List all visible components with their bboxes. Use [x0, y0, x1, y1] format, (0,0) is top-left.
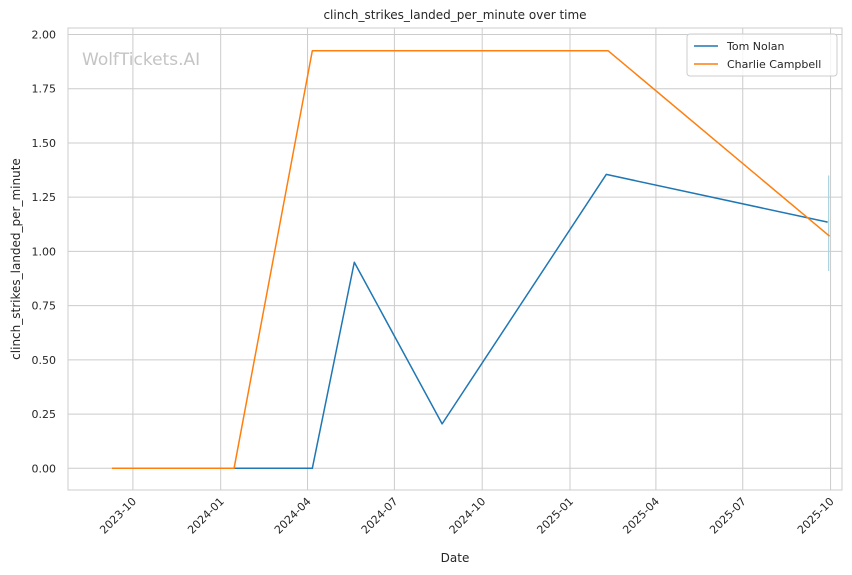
y-tick-label: 2.00: [32, 29, 57, 42]
y-tick-label: 0.00: [32, 462, 57, 475]
series-layer: [111, 50, 831, 470]
watermark-text: WolfTickets.AI: [82, 50, 200, 70]
y-tick-label: 0.75: [32, 300, 57, 313]
y-tick-label: 1.50: [32, 137, 57, 150]
x-axis-label: Date: [441, 551, 470, 565]
legend-label-tom-nolan: Tom Nolan: [726, 40, 785, 53]
legend-label-charlie-campbell: Charlie Campbell: [727, 58, 821, 71]
y-axis-label: clinch_strikes_landed_per_minute: [9, 158, 23, 360]
y-tick-label: 0.25: [32, 408, 57, 421]
series-line-charlie-campbell: [111, 50, 831, 470]
y-axis-ticks: 0.00 0.25 0.50 0.75 1.00 1.25 1.50 1.75 2.00: [32, 29, 57, 476]
y-tick-label: 0.50: [32, 354, 57, 367]
series-line-tom-nolan: [234, 173, 828, 470]
y-tick-label: 1.25: [32, 191, 57, 204]
legend: Tom Nolan Charlie Campbell: [686, 33, 838, 77]
chart-title: clinch_strikes_landed_per_minute over ti…: [323, 8, 586, 22]
y-tick-label: 1.75: [32, 83, 57, 96]
legend-box: [686, 33, 838, 77]
gridlines: [68, 28, 842, 490]
plot-frame: [67, 27, 843, 491]
y-tick-label: 1.00: [32, 245, 57, 258]
